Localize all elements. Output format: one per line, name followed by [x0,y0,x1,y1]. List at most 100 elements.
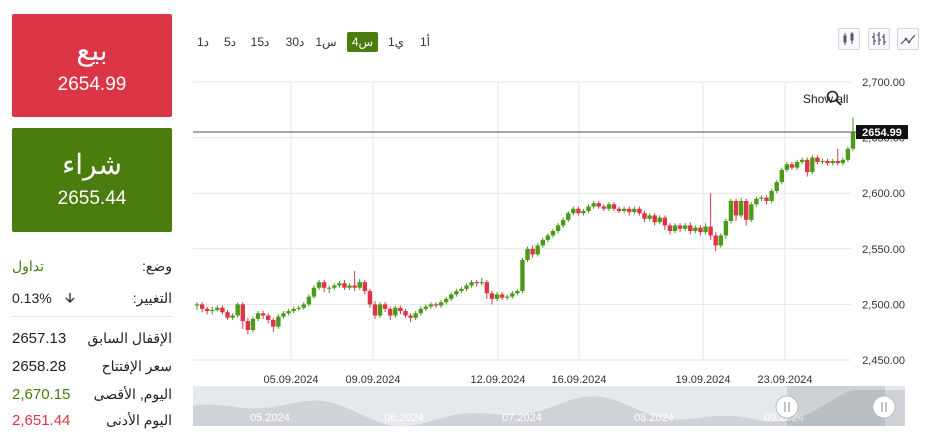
candle-body [555,225,561,232]
candle-body [382,304,388,309]
candle-body [459,288,464,292]
drawing-tools-icon[interactable] [897,28,919,50]
candle-body [235,304,240,316]
candle-body [769,190,774,201]
candle-body [286,311,291,314]
buy-button[interactable]: شراء 2655.44 [12,128,172,232]
candle-body [342,283,347,288]
candle-body [438,302,444,306]
navigator-label: 08.2024 [634,412,674,424]
candle-body [662,217,668,226]
candle-body [647,215,652,219]
prev-close-label: الإقفال السابق [87,330,172,346]
navigator-label: 06.2024 [384,412,424,424]
tf-5d[interactable]: 5د [223,35,237,49]
candle-body [474,282,479,284]
bar-chart-icon[interactable] [868,28,890,50]
x-tick-label: 05.09.2024 [263,374,318,386]
candle-body [713,235,718,246]
candle-body [449,294,454,299]
candle-body [545,235,551,240]
candle-body [688,225,693,232]
buy-price: 2655.44 [57,188,127,209]
mode-label: وضع: [142,258,172,274]
candle-body [779,169,785,183]
candle-body [469,282,474,286]
candlestick-chart-icon[interactable] [838,28,860,50]
candle-body [332,285,337,288]
tf-1w[interactable]: 1أ [419,35,431,49]
tf-1d[interactable]: 1د [196,35,210,49]
high-row: اليوم, الأقصى 2,670.15 [12,386,172,412]
candle-body [413,313,418,318]
x-tick-label: 09.09.2024 [345,374,400,386]
candle-body [728,200,734,221]
info-divider [12,316,172,317]
tf-30d[interactable]: 30د [285,35,305,49]
tf-1day[interactable]: 1ي [387,35,405,49]
candle-body [225,312,230,318]
candle-body [525,248,530,260]
candle-body [616,208,622,211]
candle-body [428,304,434,307]
candle-body [484,282,490,294]
candle-body [759,197,764,199]
sell-button[interactable]: بيع 2654.99 [12,14,172,117]
candle-body [230,315,235,318]
prev-close-row: الإقفال السابق 2657.13 [12,330,172,356]
candle-body [347,285,352,288]
candle-body [255,313,261,319]
candle-body [698,227,703,233]
candle-body [596,203,601,207]
candle-body [362,282,368,292]
magnifier-icon[interactable] [826,90,842,106]
current-price-badge [856,125,908,140]
candle-body [265,315,271,320]
y-tick-label: 2,700.00 [862,77,905,89]
candle-body [601,206,607,209]
candle-body [794,162,800,168]
candle-body [810,157,815,173]
candle-body [581,210,586,214]
tf-1h[interactable]: 1س [315,35,337,49]
tf-4h[interactable]: 4س [347,32,378,52]
candle-body [718,235,723,246]
low-row: اليوم الأدنى 2,651.44 [12,412,172,438]
candle-body [367,291,373,305]
tf-15d[interactable]: 15د [250,35,270,49]
candle-body [194,304,200,306]
candle-body [591,203,596,207]
candle-body [210,309,215,312]
candle-body [260,313,266,316]
candle-body [652,215,657,223]
candle-body [754,198,759,205]
candle-body [215,307,220,310]
change-label: التغيير: [132,290,172,306]
candle-body [850,132,856,149]
range-handle-icon[interactable] [775,395,799,419]
candle-body [693,227,698,232]
candle-body [784,164,790,170]
candle-body [672,225,678,232]
candle-body [805,159,810,173]
high-label: اليوم, الأقصى [93,386,172,402]
arrow-down-icon [65,293,75,303]
navigator-label: 05.2024 [250,412,290,424]
candle-body [250,318,256,330]
candle-body [840,159,846,164]
low-value: 2,651.44 [12,412,71,429]
range-handle-icon[interactable] [872,395,896,419]
candle-body [423,306,429,309]
candle-body [357,282,362,288]
y-tick-label: 2,450.00 [862,355,905,367]
candle-body [454,291,459,295]
sell-price: 2654.99 [57,74,127,95]
candle-body [291,308,296,312]
candle-body [199,304,205,309]
x-tick-label: 19.09.2024 [675,374,730,386]
candle-body [708,226,713,236]
candle-body [352,285,357,288]
candle-body [510,293,515,297]
navigator-label: 07.2024 [502,412,542,424]
